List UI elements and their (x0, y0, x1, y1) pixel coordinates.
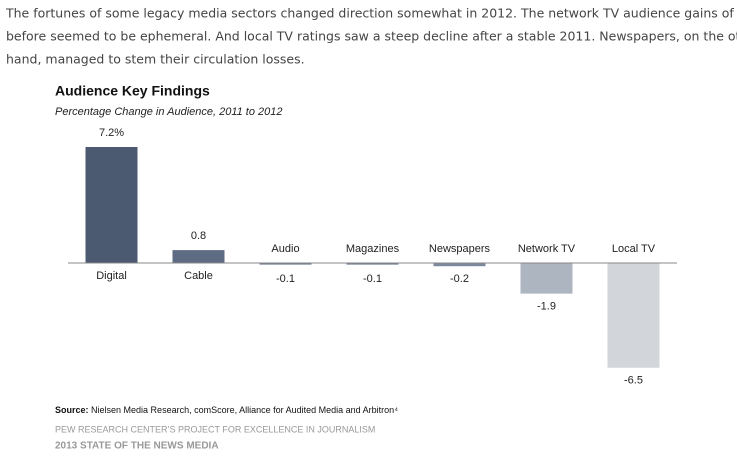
chart-subtitle: Percentage Change in Audience, 2011 to 2… (55, 106, 283, 118)
bar (259, 263, 312, 265)
value-label: -1.9 (537, 301, 556, 313)
bar (520, 263, 573, 294)
bar (85, 147, 138, 263)
bar (433, 263, 486, 267)
category-label: Newspapers (429, 243, 491, 255)
footer-line: PEW RESEARCH CENTER’S PROJECT FOR EXCELL… (55, 424, 375, 434)
footer-line: 2013 STATE OF THE NEWS MEDIA (55, 441, 219, 452)
category-label: Magazines (346, 243, 400, 255)
value-label: 7.2% (99, 127, 124, 139)
chart-title: Audience Key Findings (55, 83, 210, 99)
intro-line: hand, managed to stem their circulation … (6, 52, 305, 67)
bar (607, 263, 660, 368)
value-label: -0.2 (450, 273, 469, 285)
source: Source: Nielsen Media Research, comScore… (55, 405, 398, 415)
category-label: Cable (184, 270, 213, 282)
value-label: -0.1 (276, 273, 295, 285)
category-label: Network TV (518, 243, 576, 255)
bar (172, 250, 225, 263)
intro-line: The fortunes of some legacy media sector… (5, 6, 737, 21)
source-text: Nielsen Media Research, comScore, Allian… (91, 405, 398, 415)
bar (346, 263, 399, 265)
category-label: Local TV (612, 243, 656, 255)
value-label: 0.8 (191, 230, 206, 242)
value-label: -6.5 (624, 375, 643, 387)
intro-line: before seemed to be ephemeral. And local… (6, 29, 737, 44)
source-label: Source: (55, 405, 89, 415)
category-label: Digital (96, 270, 127, 282)
category-label: Audio (271, 243, 299, 255)
value-label: -0.1 (363, 273, 382, 285)
